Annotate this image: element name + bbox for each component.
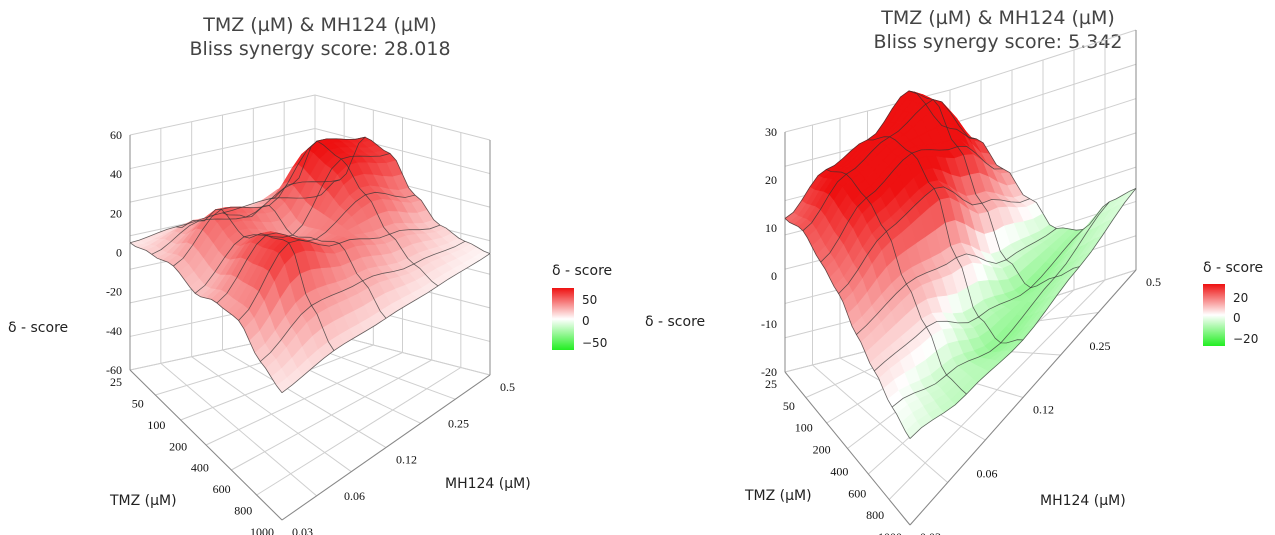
legend-tick: 0 bbox=[582, 314, 590, 328]
y-tick-label: 25 bbox=[765, 377, 777, 391]
surface-plot-right: 3020100-10-20255010020040060080010000.03… bbox=[645, 29, 1263, 535]
mesh-line bbox=[314, 136, 491, 254]
chart-panel-right: TMZ (µM) & MH124 (µM) Bliss synergy scor… bbox=[640, 0, 1275, 535]
y-tick-label: 100 bbox=[795, 421, 813, 435]
y-tick-label: 600 bbox=[848, 486, 866, 500]
mesh-line bbox=[826, 169, 967, 395]
y-tick-label: 800 bbox=[234, 504, 252, 518]
mesh-line bbox=[908, 90, 1080, 289]
z-tick-label: 20 bbox=[110, 206, 122, 220]
x-tick-label: 0.5 bbox=[1146, 275, 1161, 289]
color-legend: δ - score 50 0 −50 bbox=[552, 263, 612, 350]
chart-title-line1: TMZ (µM) & MH124 (µM) bbox=[881, 7, 1115, 29]
x-tick-label: 0.5 bbox=[500, 380, 515, 394]
chart-title: TMZ (µM) & MH124 (µM) Bliss synergy scor… bbox=[110, 13, 530, 61]
x-axis-label: MH124 (µM) bbox=[445, 476, 531, 492]
chart-title-line2: Bliss synergy score: 28.018 bbox=[189, 38, 451, 60]
z-tick-label: 20 bbox=[765, 173, 777, 187]
legend-title: δ - score bbox=[1203, 260, 1263, 276]
y-axis-label: TMZ (µM) bbox=[109, 493, 177, 509]
z-tick-label: 40 bbox=[110, 167, 122, 181]
color-legend: δ - score 20 0 −20 bbox=[1203, 260, 1263, 346]
y-tick-label: 200 bbox=[169, 439, 187, 453]
legend-tick: −50 bbox=[582, 336, 607, 350]
legend-tick: 50 bbox=[582, 293, 597, 307]
y-tick-label: 50 bbox=[132, 396, 144, 410]
y-tick-label: 800 bbox=[866, 508, 884, 522]
mesh-line bbox=[129, 242, 283, 393]
x-tick-label: 0.06 bbox=[977, 466, 998, 480]
x-tick-label: 0.06 bbox=[344, 489, 365, 503]
x-tick-label: 0.03 bbox=[292, 525, 313, 535]
y-tick-label: 1000 bbox=[878, 530, 902, 535]
legend-color-bar bbox=[552, 288, 574, 350]
mesh-line bbox=[949, 128, 1137, 231]
x-tick-label: 0.03 bbox=[920, 530, 941, 535]
legend-tick: 0 bbox=[1233, 311, 1241, 325]
chart-title-line2: Bliss synergy score: 5.342 bbox=[873, 31, 1123, 53]
z-tick-label: 0 bbox=[116, 246, 122, 260]
x-tick-label: 0.12 bbox=[396, 453, 417, 467]
mesh-line bbox=[867, 136, 1024, 344]
legend-color-bar bbox=[1203, 284, 1225, 346]
x-tick-label: 0.25 bbox=[1090, 339, 1111, 353]
chart-panel-left: TMZ (µM) & MH124 (µM) Bliss synergy scor… bbox=[8, 13, 612, 535]
z-axis-label: δ - score bbox=[8, 320, 68, 336]
y-tick-label: 600 bbox=[213, 482, 231, 496]
legend-tick: 20 bbox=[1233, 291, 1248, 305]
y-tick-label: 400 bbox=[830, 464, 848, 478]
y-tick-label: 100 bbox=[147, 418, 165, 432]
y-tick-label: 1000 bbox=[250, 525, 274, 535]
box-edge bbox=[909, 269, 1137, 526]
z-tick-label: -20 bbox=[106, 285, 122, 299]
z-tick-label: -40 bbox=[106, 324, 122, 338]
z-tick-label: 60 bbox=[110, 128, 122, 142]
mesh-line bbox=[268, 140, 439, 287]
mesh-line bbox=[222, 205, 387, 319]
z-axis-label: δ - score bbox=[645, 314, 705, 330]
legend-tick: −20 bbox=[1233, 332, 1258, 346]
z-tick-label: -20 bbox=[761, 365, 777, 379]
chart-title: TMZ (µM) & MH124 (µM) Bliss synergy scor… bbox=[788, 6, 1208, 54]
y-tick-label: 200 bbox=[813, 443, 831, 457]
grid-line bbox=[129, 94, 491, 141]
mesh-line bbox=[784, 218, 911, 439]
z-tick-label: 10 bbox=[765, 221, 777, 235]
y-axis-label: TMZ (µM) bbox=[744, 488, 812, 504]
y-tick-label: 400 bbox=[191, 461, 209, 475]
z-tick-label: 0 bbox=[771, 269, 777, 283]
y-tick-label: 50 bbox=[783, 399, 795, 413]
z-tick-label: -10 bbox=[761, 317, 777, 331]
box-edge bbox=[129, 369, 283, 521]
x-axis-label: MH124 (µM) bbox=[1040, 493, 1126, 509]
y-tick-label: 25 bbox=[110, 375, 122, 389]
box-edge bbox=[281, 374, 491, 521]
box-edge bbox=[784, 371, 911, 526]
x-tick-label: 0.12 bbox=[1033, 403, 1054, 417]
x-tick-label: 0.25 bbox=[448, 416, 469, 430]
mesh-line bbox=[176, 208, 335, 351]
chart-title-line1: TMZ (µM) & MH124 (µM) bbox=[203, 14, 437, 36]
z-tick-label: -60 bbox=[106, 363, 122, 377]
legend-title: δ - score bbox=[552, 263, 612, 279]
z-tick-label: 30 bbox=[765, 125, 777, 139]
